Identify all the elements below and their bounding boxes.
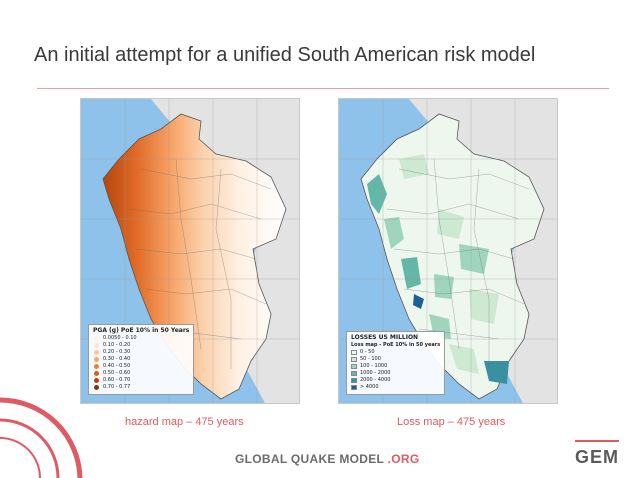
loss-legend-title: LOSSES US MILLION [351,334,419,341]
legend-item: > 4000 [351,384,440,391]
legend-item: 1000 - 2000 [351,370,440,377]
loss-legend-subtitle: Loss map - PoE 10% in 50 years [351,342,441,348]
slide-title: An initial attempt for a unified South A… [34,44,536,66]
legend-label: 0.30 - 0.40 [103,356,131,362]
hazard-legend: PGA (g) PoE 10% in 50 Years 0.0050 - 0.1… [88,324,195,395]
gem-logo: GEM [575,447,620,467]
legend-swatch [351,378,357,383]
legend-label: 2000 - 4000 [360,377,391,383]
legend-label: 50 - 100 [360,356,381,362]
legend-label: 0.0050 - 0.10 [103,335,137,341]
hazard-legend-title: PGA (g) PoE 10% in 50 Years [93,327,190,334]
legend-item: 0.60 - 0.70 [93,377,189,384]
decorative-arcs [0,397,83,478]
footer-brand-text: GLOBAL QUAKE MODEL [235,452,384,466]
gem-logo-bar [575,440,619,442]
legend-label: 0 - 50 [360,349,375,355]
legend-swatch [351,371,357,376]
legend-label: 0.20 - 0.30 [103,349,131,355]
legend-item: 0.0050 - 0.10 [93,335,189,342]
legend-swatch [94,385,99,390]
legend-item: 2000 - 4000 [351,377,440,384]
legend-swatch [351,364,357,369]
loss-map: LOSSES US MILLION Loss map - PoE 10% in … [338,98,558,404]
legend-item: 0.20 - 0.30 [93,349,189,356]
legend-item: 0 - 50 [351,349,440,356]
footer-brand-org: .ORG [387,452,420,466]
legend-swatch [351,385,357,390]
legend-swatch [351,357,357,362]
legend-label: 0.70 - 0.77 [103,384,131,390]
legend-swatch [94,350,99,355]
legend-swatch [94,364,99,369]
hazard-map: PGA (g) PoE 10% in 50 Years 0.0050 - 0.1… [80,98,300,404]
legend-item: 0.50 - 0.60 [93,370,189,377]
legend-label: 0.40 - 0.50 [103,363,131,369]
hazard-map-caption: hazard map – 475 years [125,416,244,428]
loss-map-caption: Loss map – 475 years [397,416,506,428]
loss-legend: LOSSES US MILLION Loss map - PoE 10% in … [346,331,446,395]
peru-loss-shape [360,113,545,400]
legend-label: 1000 - 2000 [360,370,391,376]
title-divider [37,88,609,89]
legend-item: 0.30 - 0.40 [93,356,189,363]
legend-swatch [94,343,99,348]
legend-swatch [351,350,357,355]
legend-label: 100 - 1000 [360,363,388,369]
legend-label: 0.50 - 0.60 [103,370,131,376]
loss-map-graphic [339,99,557,403]
legend-swatch [94,336,99,341]
legend-item: 50 - 100 [351,356,440,363]
legend-item: 100 - 1000 [351,363,440,370]
legend-item: 0.70 - 0.77 [93,384,189,391]
legend-label: 0.10 - 0.20 [103,342,131,348]
footer-brand: GLOBAL QUAKE MODEL .ORG [235,452,419,466]
legend-item: 0.10 - 0.20 [93,342,189,349]
legend-swatch [94,357,99,362]
legend-label: 0.60 - 0.70 [103,377,131,383]
legend-swatch [94,378,99,383]
legend-label: > 4000 [360,384,379,390]
legend-item: 0.40 - 0.50 [93,363,189,370]
peru-hazard-shape [102,113,287,400]
legend-swatch [94,371,99,376]
